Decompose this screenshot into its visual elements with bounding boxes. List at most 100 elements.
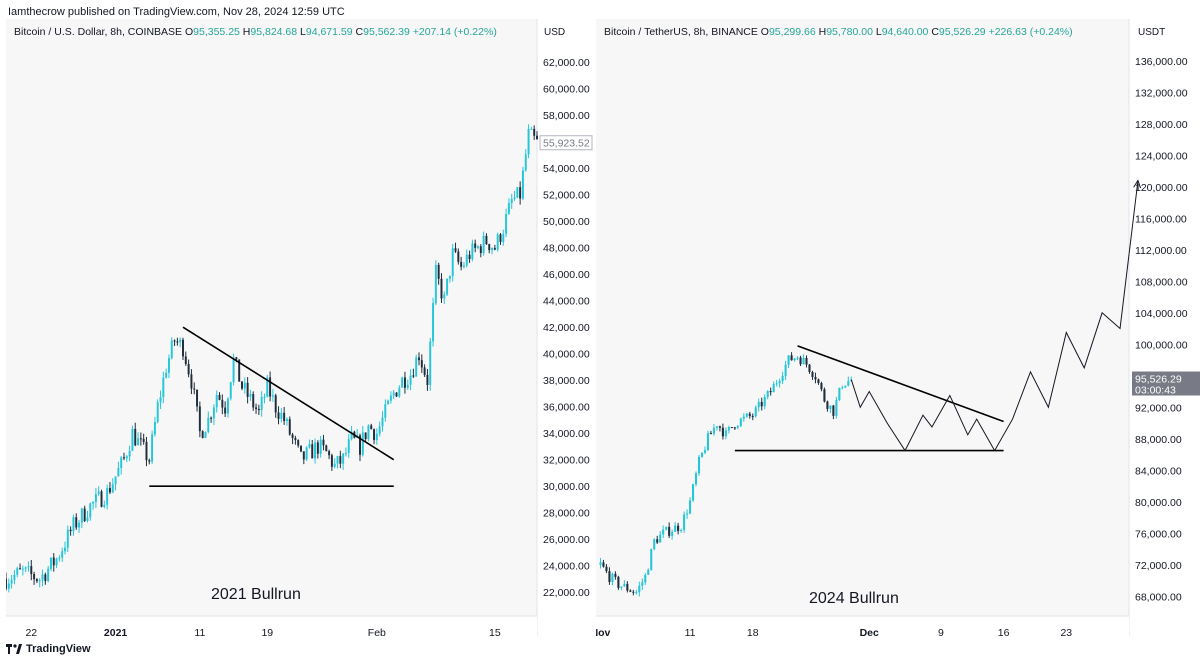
x-tick-label: 22 [25,627,37,636]
x-tick-label: 23 [1060,627,1072,636]
candle-body [308,444,311,448]
close-value: 95,526.29 [938,26,986,38]
candle-body [462,265,465,267]
candle-body [620,586,623,588]
y-tick-label: 22,000.00 [543,587,590,599]
candle-body [736,425,739,428]
candle-body [838,387,841,400]
candle-body [305,447,308,460]
candle-body [401,377,404,388]
low-label: L [300,26,306,38]
candle-body [24,567,27,569]
candle-body [656,539,659,543]
candle-body [805,357,808,365]
candle-body [322,439,325,446]
tradingview-brand: TradingView [26,643,91,655]
y-tick-label: 132,000.00 [1135,87,1188,99]
candle-body [611,573,614,582]
y-tick-label: 72,000.00 [1135,560,1182,572]
candle-body [319,439,322,454]
y-tick-label: 42,000.00 [543,322,590,334]
candle-body [378,426,381,434]
candle-body [488,244,491,251]
candle-body [437,264,440,279]
candle-body [134,428,137,446]
candle-body [21,568,24,570]
candle-body [291,434,294,439]
candle-body [482,235,485,254]
candle-body [644,574,647,583]
candle-body [823,389,826,402]
candle-body [83,508,86,521]
candle-body [811,372,814,377]
candle-body [742,416,745,419]
candle-body [847,380,850,386]
symbol-left: Bitcoin / U.S. Dollar, 8h, COINBASE [14,26,183,38]
candle-body [218,394,221,400]
y-tick-label: 100,000.00 [1135,339,1188,351]
tradingview-footer: TradingView [6,640,91,658]
candle-body [835,399,838,416]
candle-body [614,573,617,577]
candle-body [418,357,420,361]
candle-body [629,590,632,592]
candle-body [623,583,626,587]
time-axis-bg [6,616,537,636]
candle-body [139,438,142,440]
candle-body [373,429,376,440]
y-tick-label: 24,000.00 [543,561,590,573]
candle-body [745,413,748,417]
candle-body [694,473,698,485]
candle-body [106,488,109,505]
y-tick-label: 34,000.00 [543,428,590,440]
candle-body [668,526,671,536]
candle-body [754,407,757,417]
candle-body [153,421,156,435]
candle-body [697,456,701,474]
candle-body [277,412,280,419]
candle-body [92,501,95,504]
chart-left-svg[interactable]: 62,000.0060,000.0058,000.0056,000.0054,0… [6,19,593,636]
candle-body [533,128,536,136]
chart-right-svg[interactable]: 136,000.00 132,000.00 128,000.00 124,000.00… [596,19,1200,636]
candle-body [302,451,305,460]
candle-body [626,583,629,591]
y-tick-label: 136,000.00 [1135,56,1188,68]
chart-panel-right[interactable]: 136,000.00 132,000.00 128,000.00 124,000.00… [596,19,1200,636]
candle-body [468,254,471,260]
tradingview-logo-icon [6,644,22,654]
candle-body [513,197,516,199]
candle-body [826,401,829,409]
candle-body [69,529,72,532]
candle-body [507,202,510,214]
candle-body [727,427,730,431]
candle-body [328,451,331,456]
candle-body [796,357,799,359]
candle-body [409,375,412,385]
candle-body [55,558,58,566]
y-tick-label: 28,000.00 [543,508,590,520]
candle-body [252,394,255,408]
chart-panel-left[interactable]: 62,000.0060,000.0058,000.0056,000.0054,0… [6,19,593,636]
close-label: C [931,26,939,38]
candle-body [524,154,527,171]
current-price-right: 95,526.29 [1135,374,1182,386]
candle-body [196,389,199,407]
candle-body [635,592,638,594]
candle-body [536,135,538,140]
candle-body [330,455,333,467]
candle-body [733,427,736,429]
x-tick-label: Feb [368,627,386,636]
candle-body [16,568,19,575]
candle-body [246,382,249,397]
projection-arrowhead [1133,179,1142,189]
candle-body [659,534,662,543]
y-tick-label: 48,000.00 [543,243,590,255]
candle-body [38,580,41,582]
candle-body [170,340,173,359]
change-value: +226.63 (+0.24%) [988,26,1073,38]
candle-body [471,243,474,260]
x-tick-label: 15 [489,627,501,636]
candle-body [641,582,644,586]
y-tick-label: 60,000.00 [543,84,590,96]
